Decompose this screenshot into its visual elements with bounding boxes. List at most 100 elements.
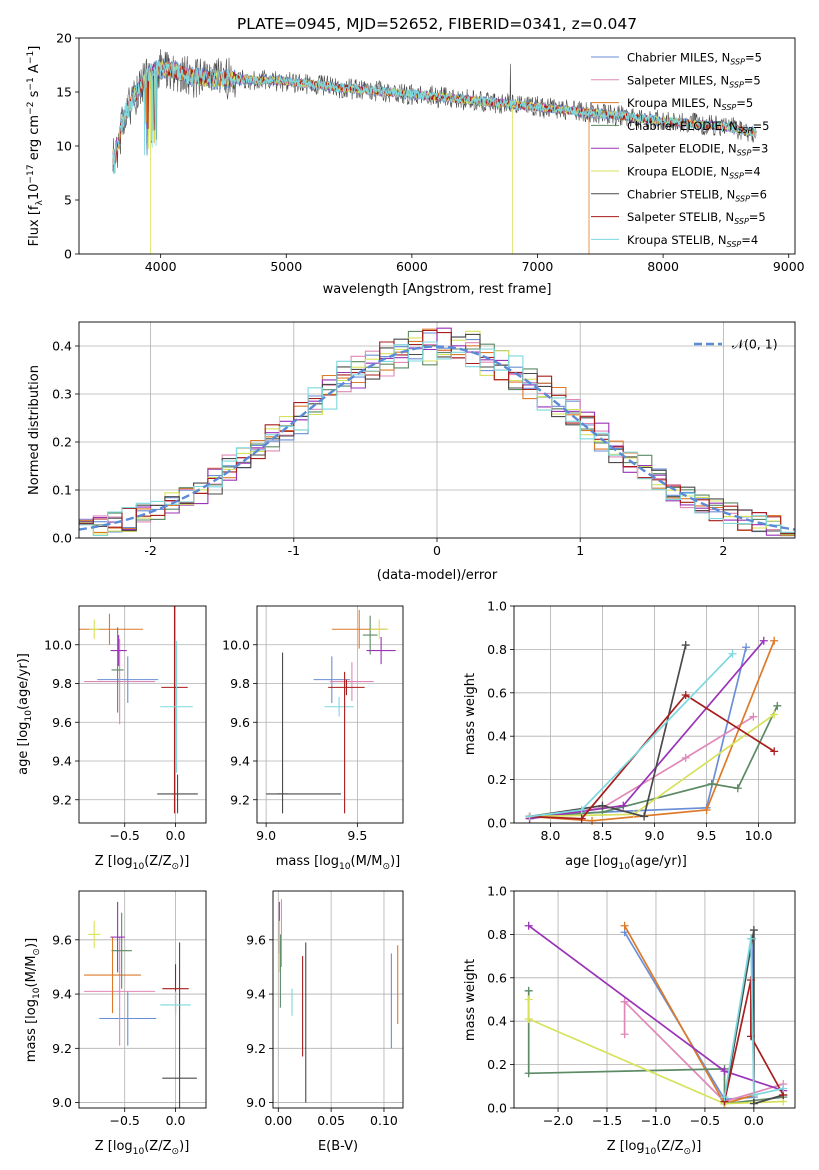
y-tick-label: 5 <box>64 193 72 208</box>
residuals-x-label: (data-model)/error <box>377 568 498 583</box>
ageM-x-label-part: )] <box>390 854 400 869</box>
legend-entry: Kroupa STELIB, NSSP=4 <box>627 233 758 249</box>
spectrum-y-label-part: A <box>27 64 42 77</box>
y-tick-label: 9.4 <box>52 987 72 1002</box>
legend-sub: SSP <box>734 217 749 226</box>
y-tick-label: 9.0 <box>52 1095 72 1110</box>
axes-frame <box>513 890 796 1109</box>
spectrum-y-label-part: erg cm <box>27 115 42 164</box>
weight-line-c7 <box>723 979 785 1102</box>
y-tick-label: 0.3 <box>52 387 72 402</box>
ageZ-y-label-part: age [log <box>16 722 31 775</box>
y-tick-label: 0.0 <box>487 1101 507 1116</box>
mZ-y-label-part: ⊙ <box>32 948 42 956</box>
weight-marker-c8 <box>577 805 586 814</box>
mZ-y-label-part: 10 <box>32 987 42 999</box>
weight-marker-c8 <box>746 934 755 943</box>
wZ-y-label: mass weight <box>463 959 478 1041</box>
legend-sub: SSP <box>727 240 742 249</box>
legend-nssp: =4 <box>741 233 758 247</box>
weight-marker-c3 <box>733 784 742 793</box>
y-tick-label: 15 <box>56 85 72 100</box>
weight-line-c8 <box>723 938 784 1098</box>
spectrum-line-c5 <box>112 60 757 254</box>
y-tick-label: 9.2 <box>52 1041 72 1056</box>
ageM-x-label: mass [log10(M/M⊙)] <box>276 854 400 872</box>
x-tick-label: 0.00 <box>264 1113 292 1128</box>
spectrum-y-label-part: Flux [f <box>27 205 42 246</box>
x-tick-label: −0.5 <box>690 1113 720 1128</box>
weight-marker-c6 <box>598 801 607 810</box>
x-tick-label: 9.5 <box>347 828 367 843</box>
x-tick-label: −1.0 <box>641 1113 671 1128</box>
ageM-x-label-part: ⊙ <box>382 862 390 872</box>
ageZ-x-label-part: 10 <box>133 862 145 872</box>
ageM-x-label-part: 10 <box>339 862 351 872</box>
spectrum-line-c8 <box>112 61 757 174</box>
spectrum-y-label-part: −17 <box>26 164 36 183</box>
legend-nssp: =6 <box>750 187 767 201</box>
y-tick-label: 0.4 <box>487 729 507 744</box>
weight-vs-metallicity-panel: −2.0 −1.5 −1.0 −0.5 0.0 0.0 0.2 0.4 0.6 0.8 1.0 Z [… <box>463 884 796 1157</box>
weight-marker-c7 <box>577 814 586 823</box>
legend-name: Salpeter MILES, N <box>627 73 729 87</box>
y-tick-label: 0 <box>64 247 72 262</box>
y-tick-label: 0.0 <box>52 531 72 546</box>
axes-frame <box>513 605 796 824</box>
weight-vs-age-panel: 8.0 8.5 9.0 9.5 10.0 0.0 0.2 0.4 0.6 0.8 1.0 age [l… <box>463 599 796 872</box>
weight-marker-c3 <box>773 701 782 710</box>
axes-frame <box>78 890 207 1109</box>
x-tick-label: 0.05 <box>317 1113 345 1128</box>
y-tick-label: 9.6 <box>246 932 266 947</box>
legend-entry: Salpeter MILES, NSSP=5 <box>627 73 761 89</box>
mZ-x-label-part: ⊙ <box>172 1147 180 1157</box>
mZ-y-label: mass [log10(M/M⊙)] <box>24 938 42 1062</box>
weight-marker-c4 <box>619 801 628 810</box>
spectrum-line-c2 <box>112 61 757 254</box>
y-tick-label: 1.0 <box>487 884 507 899</box>
x-tick-label: 6000 <box>396 259 428 274</box>
y-tick-label: 9.0 <box>246 1095 266 1110</box>
legend-entry: Kroupa ELODIE, NSSP=4 <box>627 165 761 181</box>
spectrum-y-label-part: −1 <box>26 51 36 64</box>
legend-nssp: =3 <box>751 142 768 156</box>
weight-marker-c8 <box>720 1093 729 1102</box>
weight-marker-c4 <box>759 636 768 645</box>
legend-name: Kroupa ELODIE, N <box>627 165 729 179</box>
y-tick-label: 0.2 <box>487 1057 507 1072</box>
axes-frame <box>256 605 404 824</box>
wAge-x-label: age [log10(age/yr)] <box>565 854 687 872</box>
y-tick-label: 1.0 <box>487 599 507 614</box>
wZ-x-label: Z [log10(Z/Z⊙)] <box>607 1139 702 1157</box>
y-tick-label: 0.0 <box>487 816 507 831</box>
x-tick-label: 4000 <box>145 259 177 274</box>
legend-nssp: =5 <box>736 96 753 110</box>
y-tick-label: 9.8 <box>52 676 72 691</box>
ageZ-x-label: Z [log10(Z/Z⊙)] <box>95 854 190 872</box>
legend-entry: Chabrier ELODIE, NSSP=5 <box>627 119 769 135</box>
legend-nssp: =4 <box>744 165 761 179</box>
y-tick-label: 9.2 <box>52 792 72 807</box>
weight-marker-c5 <box>524 995 533 1004</box>
y-tick-label: 10.0 <box>222 637 250 652</box>
x-tick-label: −0.5 <box>110 828 140 843</box>
weight-marker-c2 <box>588 816 597 825</box>
weight-line-c6 <box>723 929 784 1105</box>
weight-marker-c1 <box>749 712 758 721</box>
weight-marker-c1 <box>620 997 629 1006</box>
legend-nssp: =5 <box>745 51 762 65</box>
weight-marker-c6 <box>749 926 758 935</box>
x-tick-label: 8000 <box>647 259 679 274</box>
ageZ-x-label-part: )] <box>179 854 189 869</box>
x-tick-label: 0.0 <box>744 1113 764 1128</box>
ageZ-y-label-part: (age/yr)] <box>16 653 31 710</box>
mZ-x-label-part: Z [log <box>95 1139 133 1154</box>
y-tick-label: 9.6 <box>52 715 72 730</box>
weight-marker-c7 <box>770 747 779 756</box>
legend-sub: SSP <box>738 126 753 135</box>
legend-entry: Kroupa MILES, NSSP=5 <box>627 96 753 112</box>
legend-name: Kroupa MILES, N <box>627 96 722 110</box>
weight-marker-c1 <box>620 1030 629 1039</box>
weight-line-c8 <box>529 653 734 818</box>
